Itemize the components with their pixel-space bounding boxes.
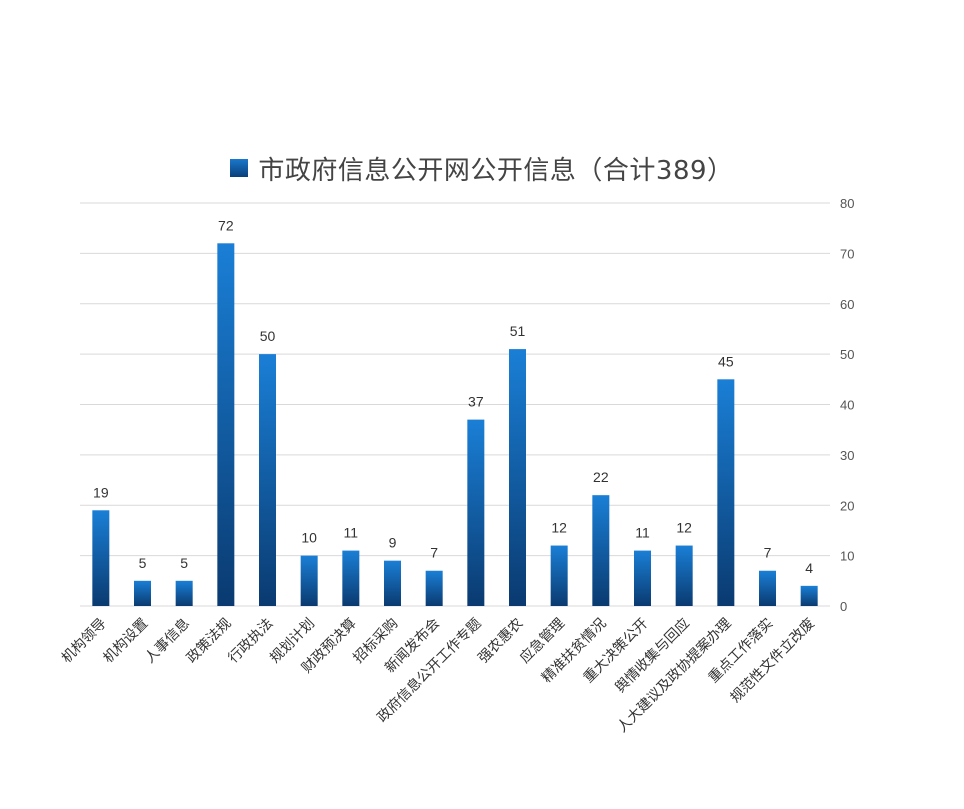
y-tick-label: 40 [840, 398, 854, 413]
bar [342, 550, 360, 606]
y-tick-label: 10 [840, 549, 854, 564]
data-label: 72 [218, 217, 234, 233]
y-tick-label: 30 [840, 448, 854, 463]
bar [592, 495, 610, 606]
y-tick-label: 60 [840, 297, 854, 312]
y-axis: 0 10 20 30 40 50 60 70 80 [840, 196, 854, 614]
bar [300, 555, 318, 606]
data-labels: 19 5 5 72 50 10 11 9 7 37 51 12 22 11 12 45 7 4 [93, 217, 813, 576]
bar [384, 560, 401, 606]
data-label: 50 [260, 328, 276, 344]
x-category-label: 机构领导 [59, 616, 110, 667]
bar [509, 349, 526, 606]
data-label: 10 [301, 530, 317, 546]
data-label: 11 [344, 525, 359, 541]
x-axis: 机构领导机构设置人事信息政策法规行政执法规划计划财政预决算招标采购新闻发布会政府… [59, 615, 818, 736]
data-label: 5 [180, 555, 188, 571]
chart-title-area: 市政府信息公开网公开信息（合计389） [0, 150, 964, 186]
bar [634, 550, 651, 606]
legend-swatch [230, 159, 249, 177]
x-category-label: 机构设置 [100, 616, 151, 667]
x-category-label: 舆情收集与回应 [612, 615, 693, 696]
bar [759, 570, 776, 606]
y-tick-label: 70 [840, 246, 854, 261]
x-category-label: 行政执法 [225, 616, 276, 667]
y-tick-label: 50 [840, 347, 854, 362]
bar [467, 419, 485, 606]
data-label: 12 [676, 520, 692, 536]
bar [217, 243, 235, 607]
data-label: 22 [593, 469, 609, 485]
data-label: 4 [805, 560, 813, 576]
bar [92, 510, 110, 606]
x-category-label: 人事信息 [141, 615, 193, 667]
bar [675, 545, 693, 606]
data-label: 7 [764, 545, 772, 561]
bar [550, 545, 568, 606]
data-label: 37 [468, 394, 484, 410]
data-label: 45 [718, 353, 734, 369]
bar [259, 354, 276, 606]
data-label: 51 [510, 323, 526, 339]
data-label: 19 [93, 484, 109, 500]
data-label: 11 [635, 525, 650, 541]
bar [717, 379, 735, 606]
y-tick-label: 20 [840, 498, 854, 513]
y-tick-label: 80 [840, 196, 854, 211]
x-category-label: 强农惠农 [475, 616, 526, 667]
bars [92, 243, 818, 607]
data-label: 9 [389, 535, 397, 551]
bar [134, 580, 151, 606]
chart-title: 市政府信息公开网公开信息（合计389） [258, 155, 734, 186]
data-label: 5 [139, 555, 147, 571]
gridlines [80, 202, 830, 607]
x-category-label: 政策法规 [183, 615, 235, 667]
bar [800, 585, 818, 606]
bar [175, 580, 193, 606]
data-label: 12 [551, 520, 567, 536]
data-label: 7 [430, 545, 438, 561]
y-tick-label: 0 [840, 599, 847, 614]
bar [425, 570, 443, 606]
